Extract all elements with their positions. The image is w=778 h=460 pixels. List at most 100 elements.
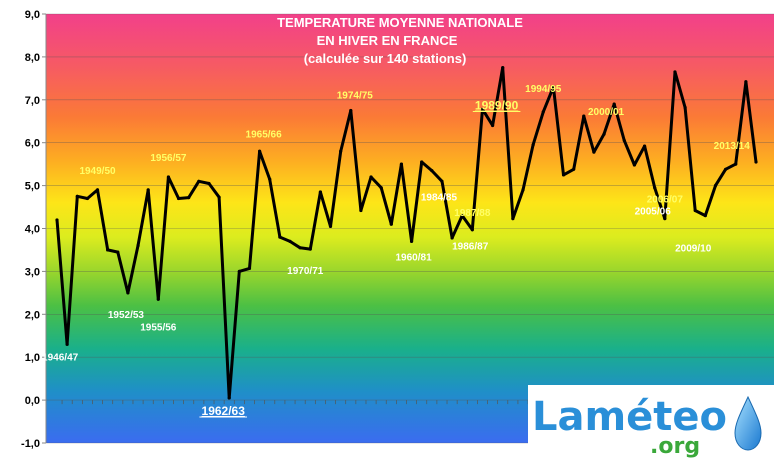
y-tick-label: 7,0 [25,95,40,107]
temperature-series-line [55,66,758,400]
annotation-label: 1970/71 [287,266,324,277]
data-point [318,190,322,194]
data-point [288,239,292,243]
annotation-label: 2013/14 [714,141,751,152]
annotation-label: 2006/07 [647,195,684,206]
data-point [146,188,150,192]
annotation-label: 2000/01 [588,107,625,118]
data-point [156,297,160,301]
data-point [511,217,515,221]
title-line-1: TEMPERATURE MOYENNE NATIONALE [277,15,523,30]
y-tick-label: 4,0 [25,224,40,236]
annotation-label: 1962/63 [202,404,246,418]
data-point [521,188,525,192]
data-point [136,244,140,248]
y-tick-label: 8,0 [25,52,40,64]
annotation-label: 1952/53 [108,310,145,321]
data-point [653,186,657,190]
y-tick-label: 9,0 [25,9,40,21]
data-point [247,266,252,270]
y-tick-label: 3,0 [25,266,40,278]
data-point [551,85,555,89]
data-point [663,217,667,221]
data-point [308,247,312,251]
y-tick-label: 1,0 [25,352,40,364]
data-point [217,195,221,199]
logo-sub-text: .org [650,434,700,459]
grid-lines [46,13,774,444]
data-point [75,194,79,198]
data-point [349,108,353,113]
data-point [622,138,626,143]
data-point [612,102,616,106]
data-point [724,167,728,171]
y-tick-label: 2,0 [25,309,40,321]
data-point [491,123,495,128]
annotation-label: 1994/95 [525,84,562,95]
data-point [734,162,738,166]
data-point [95,188,100,192]
data-point [501,66,505,70]
data-point [65,342,69,346]
data-point [399,162,404,166]
data-point [369,175,373,179]
data-point [176,196,181,201]
annotation-label: 1974/75 [337,91,374,102]
data-point [632,163,637,167]
data-point [106,248,110,252]
title-line-2: EN HIVER EN FRANCE [317,33,458,48]
data-point [642,144,647,148]
data-point [531,143,535,147]
data-point [683,105,687,110]
annotation-label: 2005/06 [635,207,672,218]
chart-title: TEMPERATURE MOYENNE NATIONALE EN HIVER E… [277,15,523,66]
data-point [389,222,393,226]
data-point [541,110,545,114]
data-point [450,236,454,240]
data-point [744,80,748,84]
data-point [197,179,201,183]
data-point [470,228,474,232]
data-point [602,132,606,136]
data-point [268,177,272,181]
data-point [126,291,130,295]
data-point [298,246,302,250]
annotation-label: 2009/10 [675,243,712,254]
data-point [328,224,333,228]
data-point [339,149,343,153]
y-tick-label: 5,0 [25,181,40,193]
data-point [258,149,262,153]
data-point [207,181,211,186]
data-point [278,235,282,239]
annotation-label: 1955/56 [140,322,177,333]
data-point [572,167,576,171]
data-point [237,269,241,273]
annotation-label: 1984/85 [421,192,458,203]
annotation-label: 1965/66 [246,129,283,140]
y-tick-label: 6,0 [25,138,40,150]
data-point [166,175,171,179]
annotation-label: 1949/50 [79,166,116,177]
annotation-label: 1956/57 [150,153,187,164]
data-point [592,150,596,154]
logo-main-text: Laméteo [532,394,727,440]
data-point [440,179,444,183]
title-line-3: (calculée sur 140 stations) [304,51,467,66]
data-point [187,196,191,200]
data-point [713,184,718,188]
data-point [460,214,464,218]
annotation-label: 1989/90 [475,99,519,113]
data-point [693,208,697,213]
data-point [754,160,758,164]
data-point [420,160,424,164]
lameteo-logo: Laméteo .org [528,385,778,460]
data-point [85,196,89,201]
y-axis-ticks: -1,0 0,0 1,0 2,0 3,0 4,0 5,0 6,0 7,0 8,0 9,0 [21,9,46,450]
data-point [430,168,434,173]
water-drop-icon [734,395,762,451]
data-point [359,208,363,213]
data-point [409,239,414,243]
annotation-label: 1987/88 [454,208,491,219]
data-point [582,114,586,118]
